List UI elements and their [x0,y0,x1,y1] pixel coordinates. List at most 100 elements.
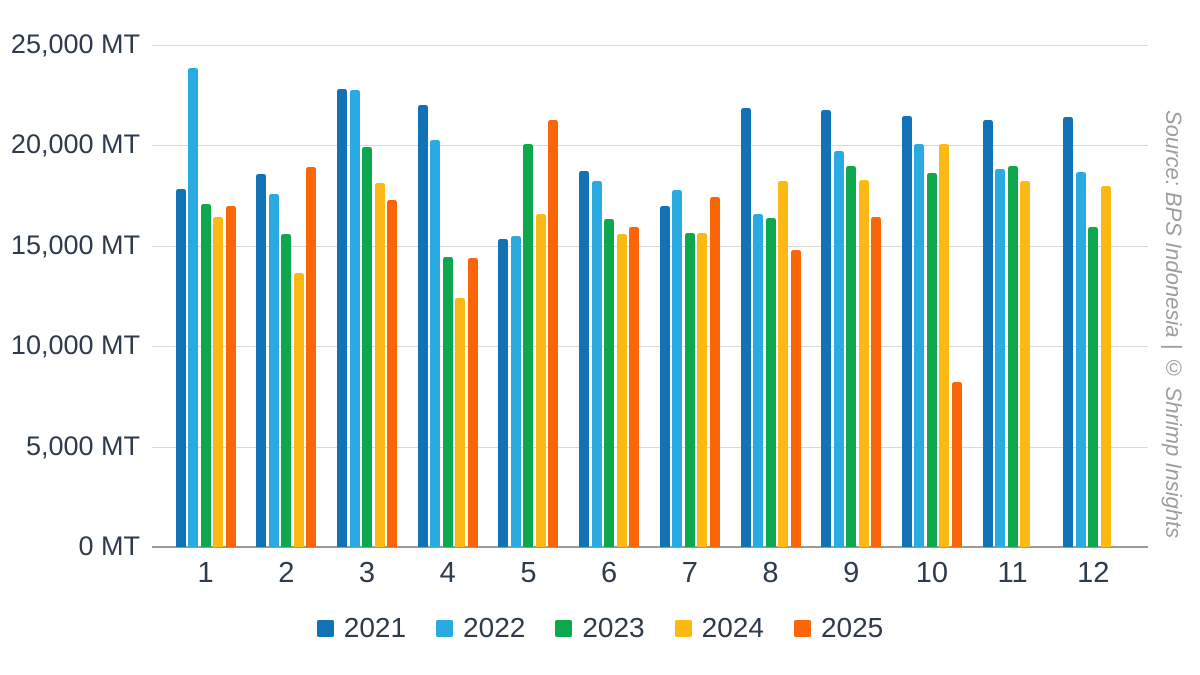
bar-2023-m6 [604,218,615,547]
gridline [152,446,1148,448]
y-tick-label: 20,000 MT [10,129,140,160]
x-tick-label: 11 [997,557,1028,589]
y-tick-label: 10,000 MT [10,330,140,361]
bar-2025-m1 [225,205,236,547]
bar-2024-m2 [293,272,304,547]
legend-swatch-2021 [316,619,334,637]
legend-swatch-2025 [793,619,811,637]
bar-2022-m5 [510,235,521,547]
legend-item-2025: 2025 [793,612,884,644]
legend-label: 2021 [343,612,407,643]
legend-label: 2022 [463,612,526,643]
bar-2022-m7 [672,189,683,547]
bar-2023-m11 [1007,166,1018,547]
bar-2022-m9 [833,151,844,547]
bar-2023-m12 [1088,226,1099,547]
bar-2022-m1 [188,68,199,547]
bar-2022-m3 [349,90,360,547]
bar-2025-m2 [306,167,317,547]
bar-2023-m5 [523,144,534,547]
bar-2023-m3 [362,147,372,547]
x-tick-label: 9 [843,557,860,589]
bar-2021-m2 [256,173,267,547]
bar-2021-m4 [417,105,428,547]
bar-2025-m4 [467,257,478,547]
bar-2021-m10 [901,116,912,547]
y-tick-label: 5,000 MT [25,430,140,461]
legend-swatch-2024 [674,619,692,637]
bar-2022-m2 [268,193,279,547]
x-tick-label: 10 [915,557,949,589]
bar-2025-m7 [709,196,720,547]
bar-2021-m1 [175,188,186,547]
x-tick-label: 12 [1077,557,1110,589]
bar-2023-m4 [442,256,453,547]
x-tick-label: 2 [278,557,295,589]
bar-2024-m6 [616,233,627,547]
bar-2022-m6 [591,180,602,547]
gridline [152,145,1148,147]
legend-item-2022: 2022 [436,612,525,644]
x-tick-label: 3 [358,557,376,589]
bar-2021-m11 [982,120,993,547]
bar-2022-m10 [914,144,925,547]
bar-2021-m7 [659,205,670,547]
bar-2022-m11 [995,169,1006,547]
legend: 2021 2022 2023 2024 2025 [0,612,1200,644]
bar-2023-m10 [926,172,937,547]
legend-item-2023: 2023 [555,612,645,644]
x-axis-baseline [152,546,1148,548]
y-tick-label: 15,000 MT [10,229,140,260]
x-tick-label: 4 [439,557,456,589]
x-tick-label: 5 [520,557,537,589]
bar-2024-m7 [697,232,708,547]
bar-2024-m9 [858,179,869,547]
bar-2022-m4 [430,140,441,547]
bar-2023-m2 [281,233,292,547]
bar-2023-m8 [765,217,776,547]
bar-2024-m3 [374,182,385,547]
x-tick-label: 8 [762,557,779,589]
gridline [152,346,1148,348]
bar-2025-m9 [871,216,882,547]
y-tick-label: 0 MT [78,531,140,561]
bar-2025-m5 [548,120,559,547]
legend-item-2024: 2024 [674,612,764,644]
gridline [152,245,1148,247]
bar-2024-m5 [535,213,546,547]
bar-2024-m12 [1100,185,1111,547]
bar-2021-m8 [740,108,751,547]
y-tick-label: 25,000 MT [10,29,140,59]
gridline [152,45,1148,46]
bar-2021-m3 [337,89,347,547]
bar-2024-m1 [213,216,224,547]
bar-2025-m6 [629,226,640,547]
bar-2023-m9 [846,166,857,547]
x-tick-label: 7 [681,557,698,589]
bar-2023-m7 [684,232,695,547]
bar-2024-m11 [1020,180,1031,547]
bar-2024-m10 [939,144,950,547]
bar-2022-m12 [1075,171,1086,547]
legend-label: 2023 [582,612,645,643]
bar-2024-m8 [778,180,788,547]
bar-2022-m8 [753,213,763,547]
legend-label: 2024 [701,612,764,643]
bar-2024-m4 [455,298,466,547]
legend-item-2021: 2021 [316,612,407,644]
legend-label: 2025 [820,612,884,643]
x-tick-label: 6 [601,557,618,589]
legend-swatch-2023 [555,619,573,637]
bar-2025-m10 [951,382,962,547]
bar-2021-m6 [579,170,590,547]
bar-2025-m3 [387,199,397,547]
bar-2021-m9 [821,110,832,547]
x-tick-label: 1 [197,557,214,589]
source-note: Source: BPS Indonesia | © Shrimp Insight… [1161,110,1186,539]
legend-swatch-2022 [436,619,454,637]
bar-2021-m5 [498,238,509,547]
bar-2023-m1 [200,203,211,547]
bar-2025-m8 [790,249,801,547]
bar-2021-m12 [1063,117,1074,547]
